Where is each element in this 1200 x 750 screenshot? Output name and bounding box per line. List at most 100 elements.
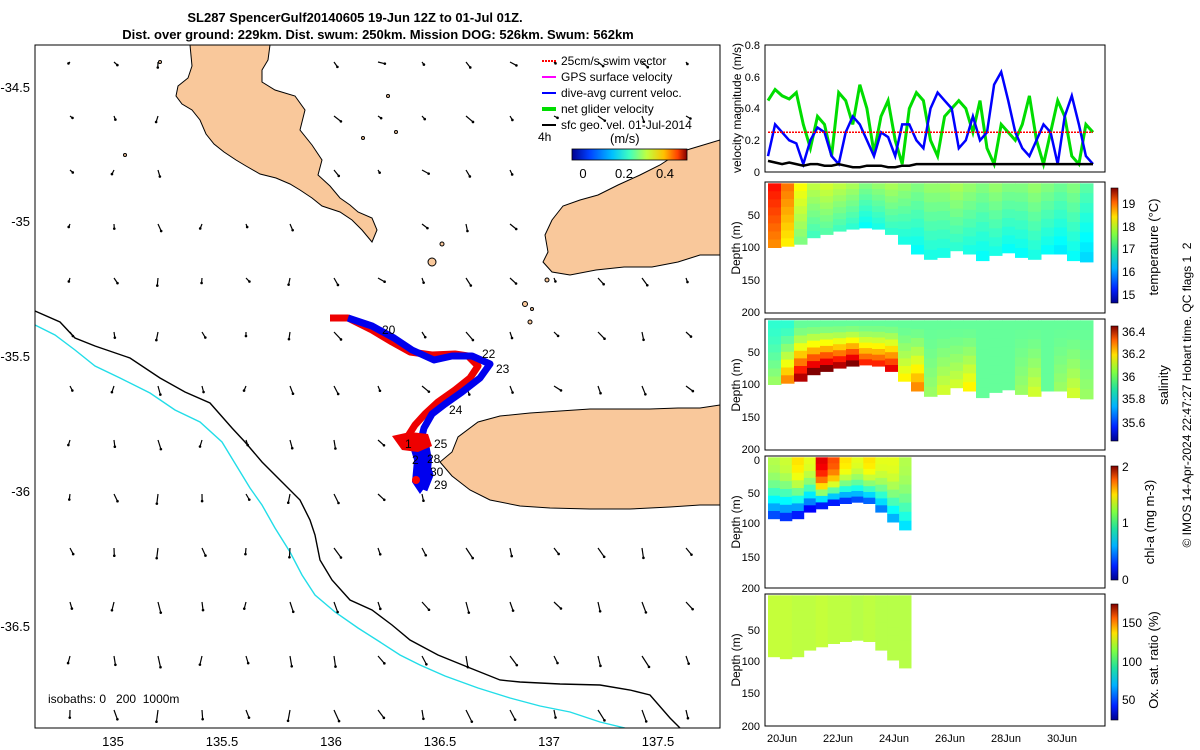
section-cell [899, 475, 912, 486]
velocity-vector [597, 277, 605, 285]
section-cell [1041, 218, 1055, 228]
velocity-vector-head [336, 65, 339, 69]
velocity-vector-head [67, 280, 71, 283]
day-label: 1 [405, 437, 412, 451]
section-cell [768, 336, 782, 345]
section-cell [1067, 387, 1081, 399]
section-cell [1002, 244, 1016, 254]
chlorophyll-ytick: 150 [742, 552, 760, 564]
section-cell [768, 641, 781, 650]
section-cell [815, 457, 829, 465]
section-cell [898, 190, 912, 199]
section-cell [1054, 382, 1068, 392]
section-cell [937, 183, 951, 194]
velocity-vector-head [511, 118, 514, 122]
velocity-vector-head [515, 64, 518, 67]
section-cell [924, 230, 938, 241]
section-cell [768, 344, 782, 353]
section-cell [899, 484, 912, 495]
section-cell [899, 466, 912, 476]
velocity-vector-head [379, 116, 383, 120]
velocity-vector-head [68, 716, 72, 719]
section-cell [1067, 349, 1081, 360]
figure-title-line1: SL287 SpencerGulf20140605 19-Jun 12Z to … [187, 10, 522, 25]
section-cell [807, 210, 821, 218]
section-cell [937, 192, 951, 203]
velocity-vector [641, 547, 645, 558]
velocity-vector [465, 547, 474, 559]
section-cell [1015, 183, 1029, 194]
section-cell [833, 362, 847, 369]
section-cell [1028, 377, 1042, 388]
section-cell [833, 219, 847, 226]
section-cell [1002, 363, 1016, 373]
section-cell [1041, 209, 1055, 220]
section-cell [863, 492, 876, 499]
section-cell [989, 228, 1003, 238]
velocity-vector-head [559, 607, 563, 610]
day-label: 22 [482, 347, 496, 361]
velocity-vector [597, 709, 605, 721]
section-cell [898, 206, 912, 215]
section-cell [851, 600, 864, 607]
velocity-vector-head [556, 334, 560, 338]
section-cell [768, 472, 781, 481]
section-cell [851, 457, 864, 464]
map-x-tick-label: 137 [538, 734, 560, 749]
section-cell [911, 329, 925, 339]
velocity-vector-head [336, 610, 339, 614]
velocity-ytick: 0.4 [745, 103, 760, 115]
section-cell [885, 196, 899, 203]
velocity-vector-head [286, 719, 290, 723]
section-cell [963, 364, 977, 374]
section-cell [807, 333, 821, 342]
section-cell [1067, 212, 1081, 223]
section-cell [950, 233, 964, 243]
section-cell [989, 365, 1003, 375]
section-cell [1067, 183, 1081, 194]
section-cell [815, 621, 829, 628]
section-cell [1002, 183, 1016, 193]
section-cell [807, 190, 821, 198]
oxygen-panel: Depth (m) 50 100 150 200 50 100 150 Ox. … [729, 593, 1161, 733]
section-cell [827, 625, 840, 632]
section-cell [1015, 192, 1029, 203]
velocity-vector-head [422, 63, 426, 66]
section-cell [863, 595, 876, 602]
section-cell [791, 488, 805, 497]
velocity-vector-head [159, 611, 163, 614]
section-cell [779, 512, 793, 522]
velocity-vector [113, 709, 118, 720]
section-cell [989, 374, 1003, 384]
section-cell [781, 183, 795, 192]
section-cell [963, 355, 977, 365]
map-x-ticks: 135 135.5 136 136.5 137 137.5 [102, 734, 674, 749]
section-cell [781, 320, 795, 329]
velocity-vector-head [155, 502, 159, 505]
section-cell [768, 465, 781, 474]
velocity-vector-head [242, 607, 246, 610]
velocity-vector-head [382, 443, 386, 447]
velocity-vector [465, 655, 469, 668]
velocity-vector-head [159, 229, 163, 233]
section-cell [875, 629, 888, 637]
section-cell [863, 497, 876, 504]
section-cell [937, 348, 951, 358]
section-cell [863, 486, 876, 493]
section-cell [976, 368, 990, 379]
section-cell [924, 339, 938, 350]
section-cell [833, 189, 847, 196]
section-cell [1080, 349, 1094, 361]
section-cell [803, 464, 817, 472]
section-cell [1041, 364, 1055, 374]
velocity-vector-head [554, 62, 557, 65]
section-cell [976, 250, 990, 262]
day-label: 20 [382, 323, 396, 337]
section-cell [898, 229, 912, 238]
velocity-vector-head [642, 556, 645, 560]
velocity-vector-head [113, 445, 117, 449]
date-tick-label: 30Jun [1047, 733, 1077, 745]
velocity-vector-head [339, 120, 343, 123]
section-cell [779, 504, 793, 514]
section-cell [937, 375, 951, 386]
